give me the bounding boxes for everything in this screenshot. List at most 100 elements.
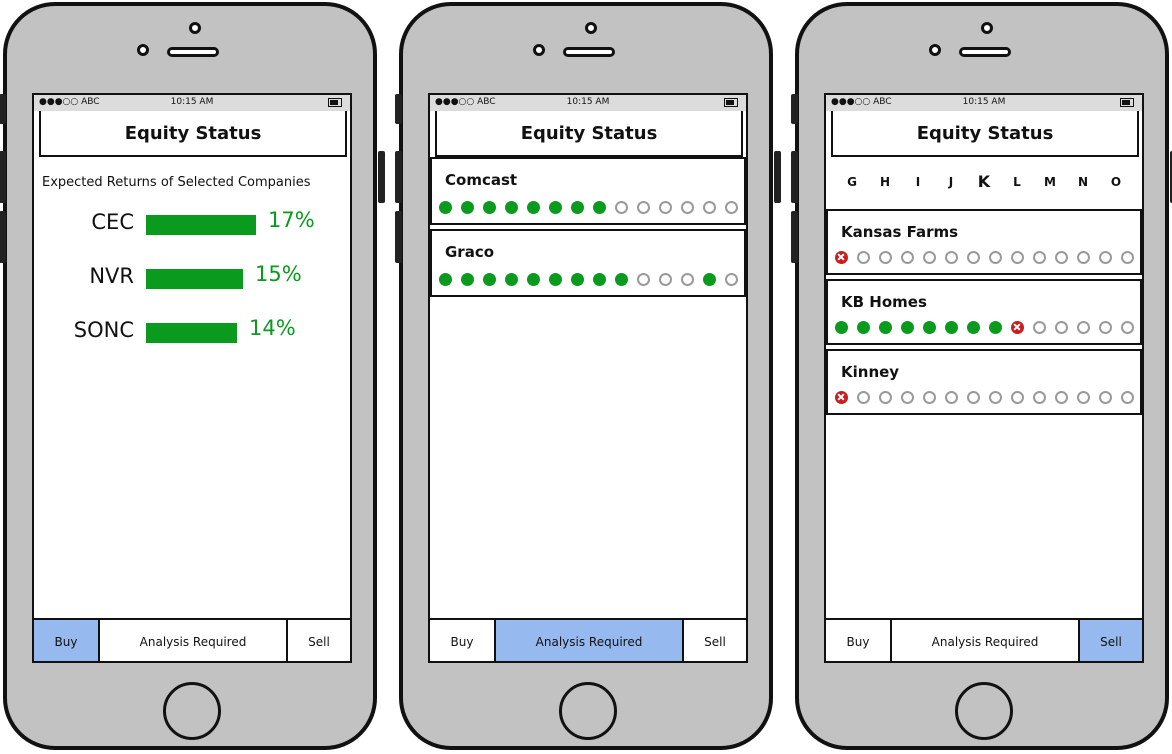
status-dot-pending [967,391,980,404]
status-dot-complete [439,273,452,286]
phone-2: ●●●○○ ABC 10:15 AM Equity Status Comcast… [395,2,781,750]
status-dot-pending [1055,391,1068,404]
status-dot-pending [923,251,936,264]
alphabet-letter-m[interactable]: M [1044,175,1056,189]
status-dot-complete [593,273,606,286]
speaker-grille [167,47,219,57]
status-dot-complete [901,321,914,334]
status-dot-complete [989,321,1002,334]
volume-down-button [395,211,402,263]
page-title: Equity Status [916,123,1054,144]
alphabet-letter-j[interactable]: J [948,175,954,189]
tab-analysis-required[interactable]: Analysis Required [496,620,684,661]
tab-sell[interactable]: Sell [288,620,350,661]
status-dot-complete [571,201,584,214]
company-name: Comcast [445,171,518,189]
tab-sell[interactable]: Sell [1080,620,1142,661]
alphabet-letter-k[interactable]: K [977,172,991,191]
status-dot-pending [637,201,650,214]
company-card[interactable]: Kinney [826,349,1142,415]
battery-icon [724,98,738,107]
status-dot-complete [857,321,870,334]
status-dot-pending [1077,391,1090,404]
tab-analysis-required[interactable]: Analysis Required [100,620,288,661]
status-dot-pending [1121,251,1134,264]
power-button [378,151,385,203]
clock-label: 10:15 AM [566,97,610,107]
tab-sell[interactable]: Sell [684,620,746,661]
battery-icon [328,98,342,107]
status-dot-pending [1121,391,1134,404]
status-dot-pending [1055,251,1068,264]
ticker-label: CEC [91,210,134,234]
status-dot-pending [1055,321,1068,334]
status-dot-pending [879,391,892,404]
status-dot-pending [1011,251,1024,264]
camera-icon [981,22,993,34]
status-dot-complete [571,273,584,286]
volume-down-button [791,211,798,263]
alphabet-letter-n[interactable]: N [1077,175,1089,189]
alphabet-letter-i[interactable]: I [915,175,921,189]
carrier-label: ●●●○○ ABC [39,97,100,107]
company-card[interactable]: Kansas Farms [826,209,1142,275]
status-dot-pending [725,273,738,286]
volume-up-button [0,151,6,203]
status-dot-pending [1077,251,1090,264]
status-dot-complete [549,273,562,286]
clock-label: 10:15 AM [962,97,1006,107]
return-percent: 15% [255,262,302,286]
page-title: Equity Status [520,123,658,144]
chart-subtitle: Expected Returns of Selected Companies [42,175,311,190]
tab-bar: Buy Analysis Required Sell [826,618,1142,661]
alphabet-letter-g[interactable]: G [847,175,857,189]
status-dot-complete [549,201,562,214]
tab-buy[interactable]: Buy [826,620,892,661]
status-dot-pending [659,273,672,286]
home-button[interactable] [955,682,1013,740]
company-card[interactable]: Comcast [430,157,746,225]
tab-analysis-required[interactable]: Analysis Required [892,620,1080,661]
home-button[interactable] [163,682,221,740]
company-name: Graco [445,243,495,261]
camera-icon [189,22,201,34]
ticker-label: NVR [89,264,134,288]
power-button [1170,151,1172,203]
return-bar [146,269,243,289]
alphabet-letter-h[interactable]: H [879,175,891,189]
company-card[interactable]: KB Homes [826,279,1142,345]
status-dot-complete [945,321,958,334]
tab-buy[interactable]: Buy [34,620,100,661]
return-percent: 14% [249,316,296,340]
status-dot-complete [461,201,474,214]
sensor-icon [137,44,149,56]
home-button[interactable] [559,682,617,740]
status-dot-pending [659,201,672,214]
speaker-grille [563,47,615,57]
tab-buy[interactable]: Buy [430,620,496,661]
status-dot-failed [835,251,848,264]
status-dot-pending [725,201,738,214]
status-dot-complete [461,273,474,286]
screen-analysis-required: ●●●○○ ABC 10:15 AM Equity Status Comcast… [428,93,748,663]
status-dot-pending [1121,321,1134,334]
status-dot-complete [835,321,848,334]
status-dot-failed [1011,321,1024,334]
alphabet-letter-o[interactable]: O [1110,175,1122,189]
power-button [774,151,781,203]
status-dot-pending [857,391,870,404]
status-dot-failed [835,391,848,404]
carrier-label: ●●●○○ ABC [831,97,892,107]
status-dot-pending [901,391,914,404]
company-card[interactable]: Graco [430,229,746,297]
status-dot-pending [857,251,870,264]
status-dot-pending [1033,391,1046,404]
status-dot-pending [703,201,716,214]
tab-bar: Buy Analysis Required Sell [430,618,746,661]
return-bar [146,323,237,343]
status-dot-pending [901,251,914,264]
company-name: Kinney [841,363,900,381]
alphabet-letter-l[interactable]: L [1013,175,1021,189]
status-dot-pending [637,273,650,286]
phone-3: ●●●○○ ABC 10:15 AM Equity Status G H I J K L M… [791,2,1172,750]
